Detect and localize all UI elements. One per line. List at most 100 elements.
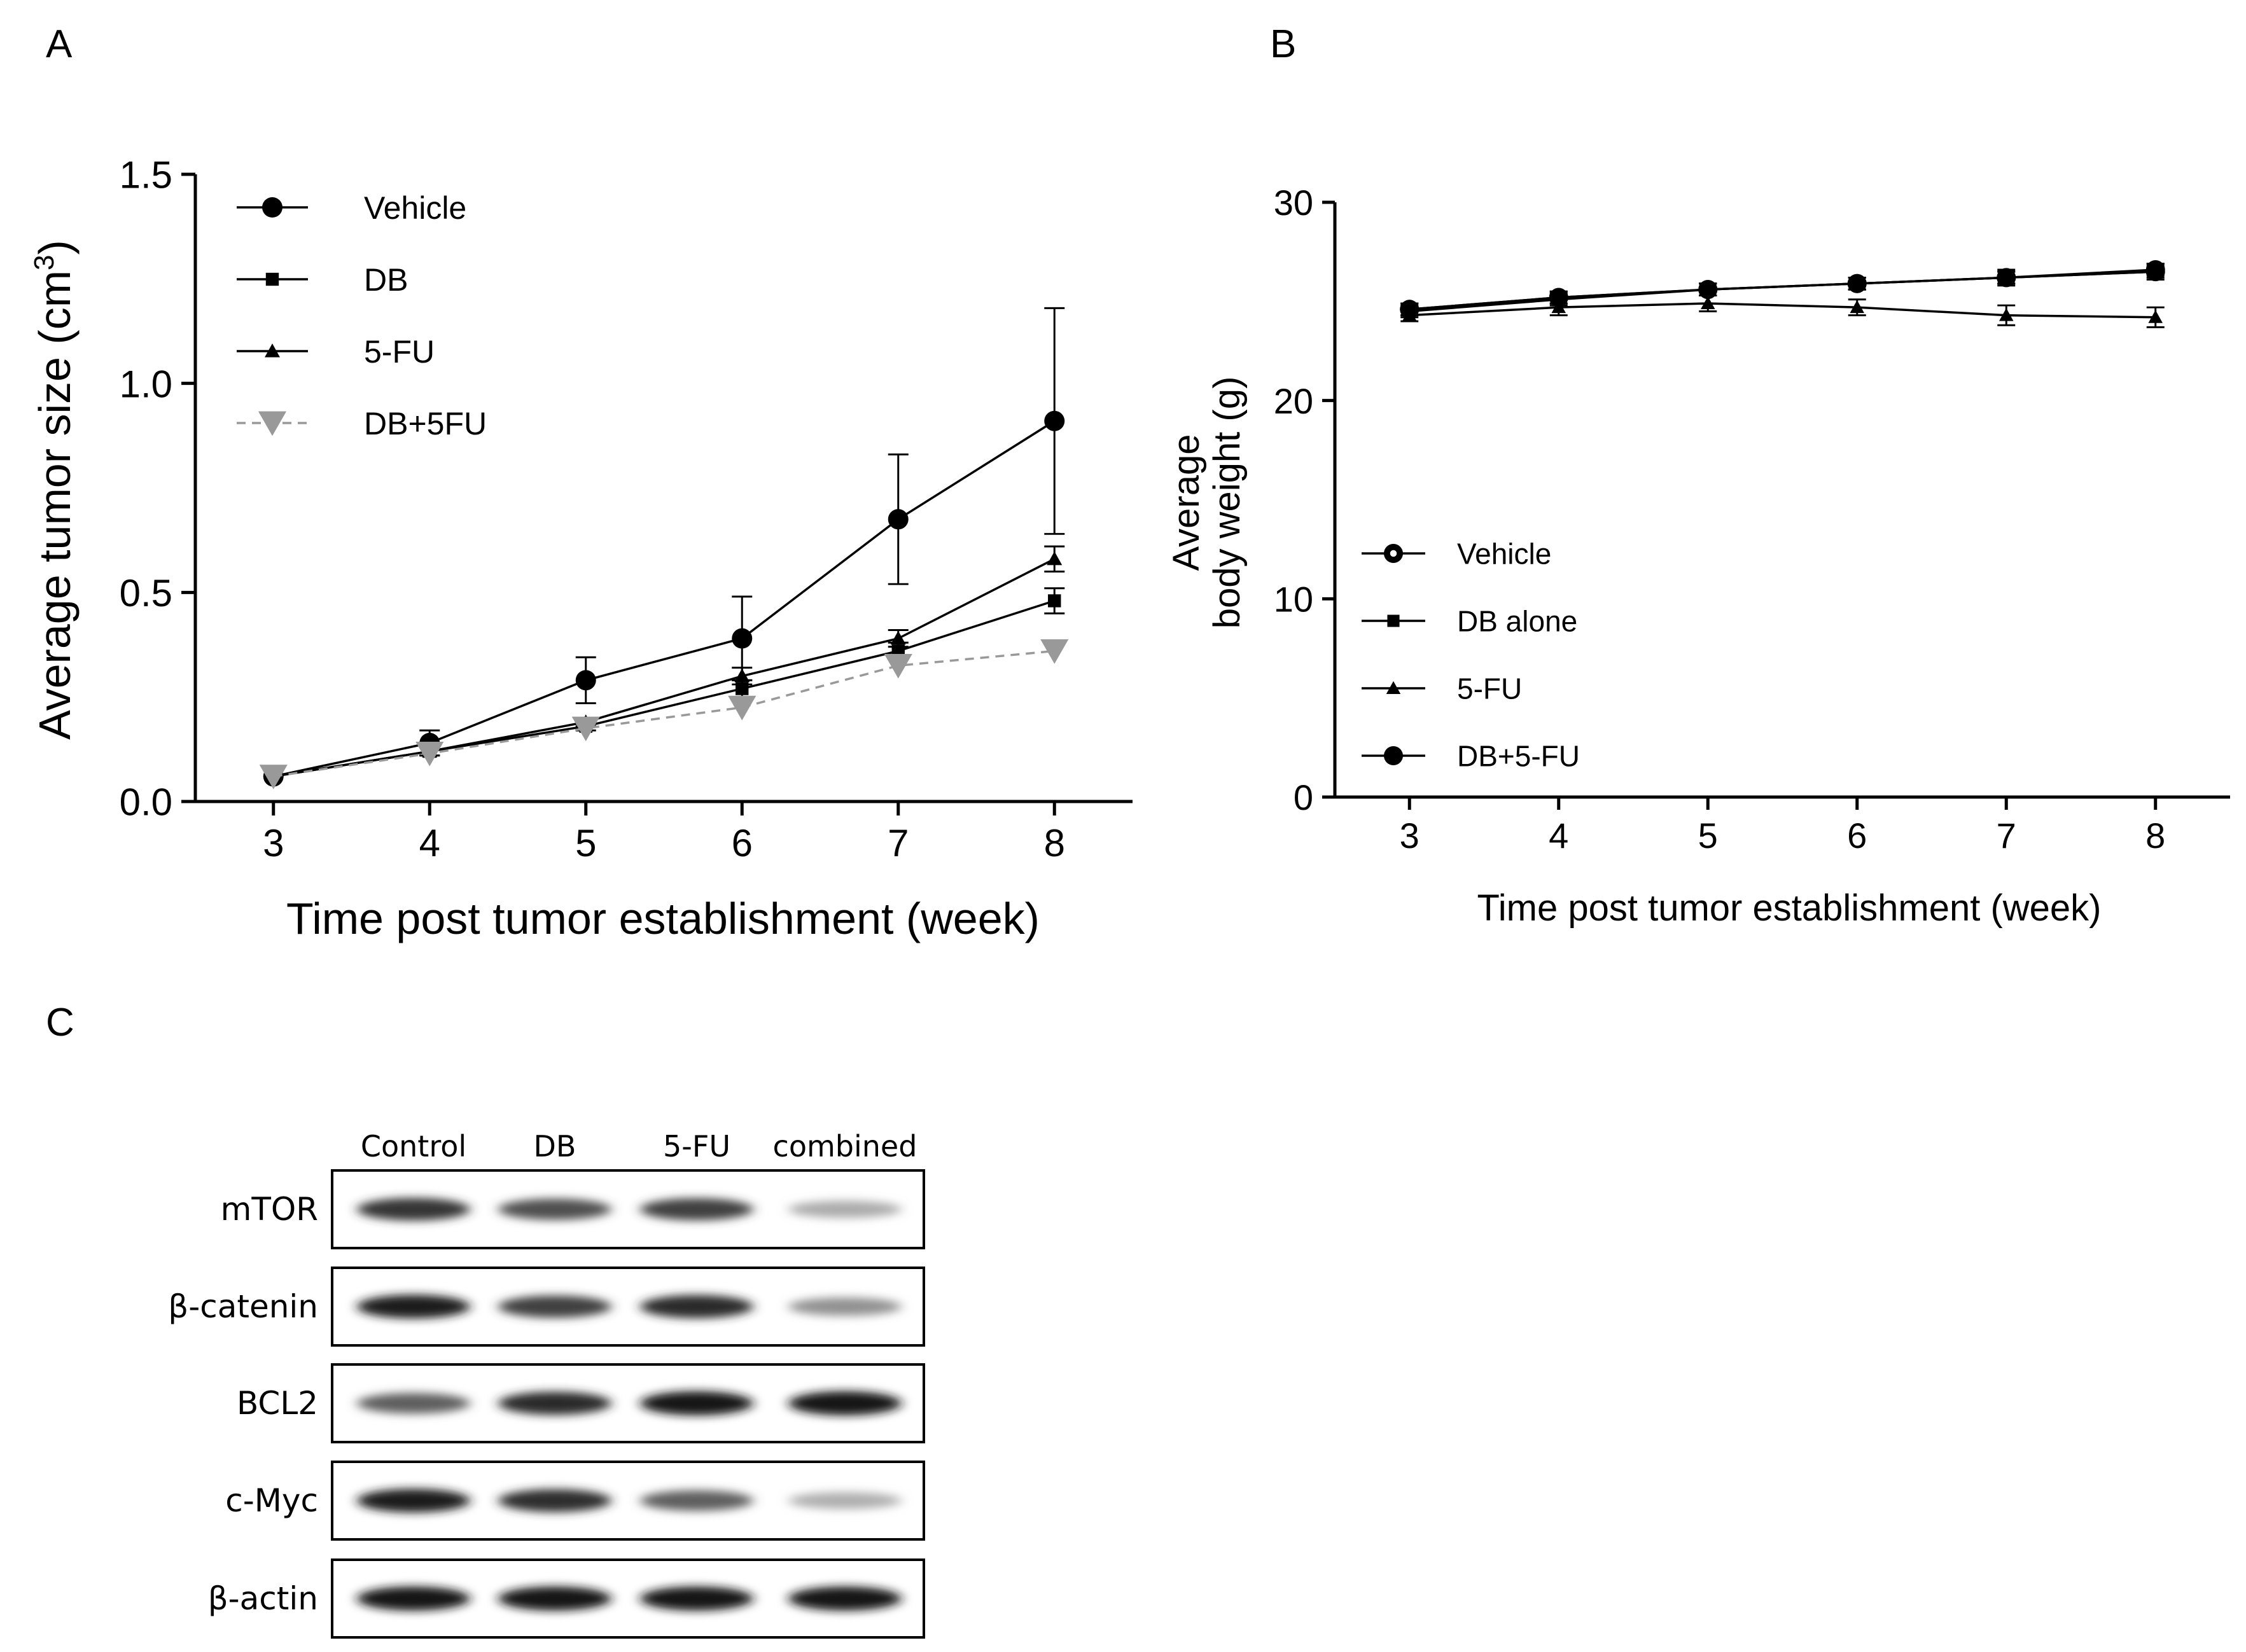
legend-marker	[265, 344, 280, 357]
blot-row-label: c-Myc	[225, 1482, 318, 1519]
chart-a-y-label: Average tumor size (cm3)	[29, 240, 80, 740]
blot-band	[357, 1586, 470, 1611]
x-tick-label: 7	[1997, 816, 2016, 856]
data-point-db-5-fu	[1997, 268, 2016, 288]
blot-band	[788, 1492, 902, 1510]
data-point-db-5-fu-shape	[1997, 268, 2016, 288]
data-point-db-5-fu	[1400, 300, 1419, 319]
x-tick-label: 6	[732, 822, 753, 864]
legend-marker-shape	[265, 344, 280, 357]
blot-band	[498, 1198, 611, 1220]
y-tick-label: 0.5	[120, 572, 172, 614]
chart-b-series	[1400, 260, 2165, 328]
data-point-db-5-fu	[1698, 280, 1718, 300]
x-tick-label: 8	[2145, 816, 2165, 856]
data-point-db-5fu	[728, 695, 757, 721]
data-point-db-5-fu-shape	[1698, 280, 1718, 300]
series-line-db	[273, 599, 1055, 778]
x-tick-label: 5	[1698, 816, 1718, 856]
data-point-5-fu	[734, 668, 750, 683]
data-point-5-fu	[890, 630, 906, 645]
legend-marker-shape	[262, 197, 282, 218]
data-point-vehicle-shape	[732, 628, 753, 649]
series-5-fu	[265, 545, 1065, 783]
legend-marker	[1387, 614, 1400, 627]
blot-row: BCL2	[237, 1363, 925, 1443]
blot-band	[357, 1198, 470, 1221]
chart-b-x-label: Time post tumor establishment (week)	[1477, 887, 2102, 929]
blot-band	[357, 1295, 470, 1319]
blot-band	[640, 1490, 753, 1511]
data-point-vehicle	[1044, 410, 1065, 431]
chart-a-axes: 0.0 0.5 1.0 1.5 3 4 5 6 7 8	[120, 154, 1133, 864]
data-point-db-shape	[1048, 594, 1061, 607]
legend-entry-vehicle: Vehicle	[237, 190, 466, 226]
data-point-5-fu-shape	[2148, 310, 2163, 323]
data-point-5-fu	[1850, 300, 1864, 314]
legend-label: 5-FU	[364, 334, 435, 370]
blot-band	[788, 1297, 902, 1316]
blot-row-label: β-actin	[208, 1580, 318, 1617]
blot-band	[498, 1586, 611, 1611]
chart-a-y-label-end: )	[30, 240, 80, 254]
data-point-5-fu-shape	[1047, 551, 1063, 566]
data-point-db-5-fu	[1549, 288, 1568, 307]
series-line-5-fu	[1409, 302, 2156, 319]
blot-row-label: mTOR	[221, 1191, 318, 1228]
series-vehicle	[263, 307, 1065, 787]
y-tick-label: 0	[1294, 777, 1313, 817]
y-tick-label: 0.0	[120, 781, 172, 824]
data-point-vehicle-shape	[575, 670, 596, 691]
data-point-db-5-fu-shape	[1400, 300, 1419, 319]
data-point-5-fu	[1999, 308, 2014, 321]
blot-row: β-actin	[208, 1558, 925, 1639]
legend-entry-5-fu: 5-FU	[1362, 672, 1522, 705]
data-point-db-5fu	[259, 765, 288, 789]
series-db-5-fu	[1400, 260, 2165, 319]
legend-marker	[1384, 544, 1403, 563]
data-point-db-5-fu	[1847, 274, 1867, 293]
data-point-vehicle	[575, 670, 596, 691]
legend-marker	[258, 411, 287, 436]
legend-entry-db: DB	[237, 262, 408, 298]
blot-row: β-catenin	[168, 1267, 925, 1347]
data-point-5-fu-shape	[734, 668, 750, 683]
legend-marker	[1384, 746, 1403, 765]
blot-band	[640, 1391, 753, 1415]
series-db-5fu	[259, 639, 1069, 789]
lane-label-5-fu: 5-FU	[663, 1129, 730, 1163]
chart-b-axes: 0 10 20 30 3 4 5 6 7 8	[1274, 183, 2230, 856]
x-tick-label: 3	[1400, 816, 1419, 856]
data-point-db-5fu	[571, 716, 600, 742]
legend-marker-shape	[265, 272, 279, 286]
data-point-vehicle-shape	[888, 509, 909, 530]
x-tick-label: 4	[1549, 816, 1568, 856]
blot-band	[640, 1295, 753, 1319]
blot-band	[788, 1586, 902, 1611]
y-tick-label: 1.5	[120, 154, 172, 197]
legend-marker-shape	[1387, 614, 1400, 627]
y-tick-label: 30	[1274, 183, 1313, 223]
chart-a-legend: Vehicle DB 5-FU DB+5FU	[237, 190, 487, 441]
blot-band	[498, 1489, 611, 1513]
data-point-db-5fu-shape	[884, 653, 912, 679]
blot-band	[357, 1392, 470, 1414]
data-point-db-5fu-shape	[415, 742, 444, 767]
legend-marker	[262, 197, 282, 218]
series-line-db-5fu	[273, 649, 1055, 778]
legend-marker	[265, 272, 279, 286]
data-point-db-5-fu-shape	[2145, 260, 2165, 279]
blot-row: c-Myc	[225, 1461, 925, 1541]
legend-label: DB	[364, 262, 408, 298]
chart-a-y-label-sup: 3	[29, 254, 60, 270]
legend-marker-shape	[1384, 746, 1403, 765]
data-point-5-fu	[1701, 296, 1715, 309]
legend-marker-shape	[1386, 681, 1401, 694]
x-tick-label: 5	[575, 822, 596, 864]
legend-marker-center	[1390, 550, 1397, 557]
y-tick-label: 20	[1274, 381, 1313, 421]
panel-b-label: B	[1270, 22, 1296, 66]
lane-label-db: DB	[534, 1129, 576, 1163]
blot-row-label: BCL2	[237, 1385, 318, 1422]
blot-band	[498, 1391, 611, 1415]
